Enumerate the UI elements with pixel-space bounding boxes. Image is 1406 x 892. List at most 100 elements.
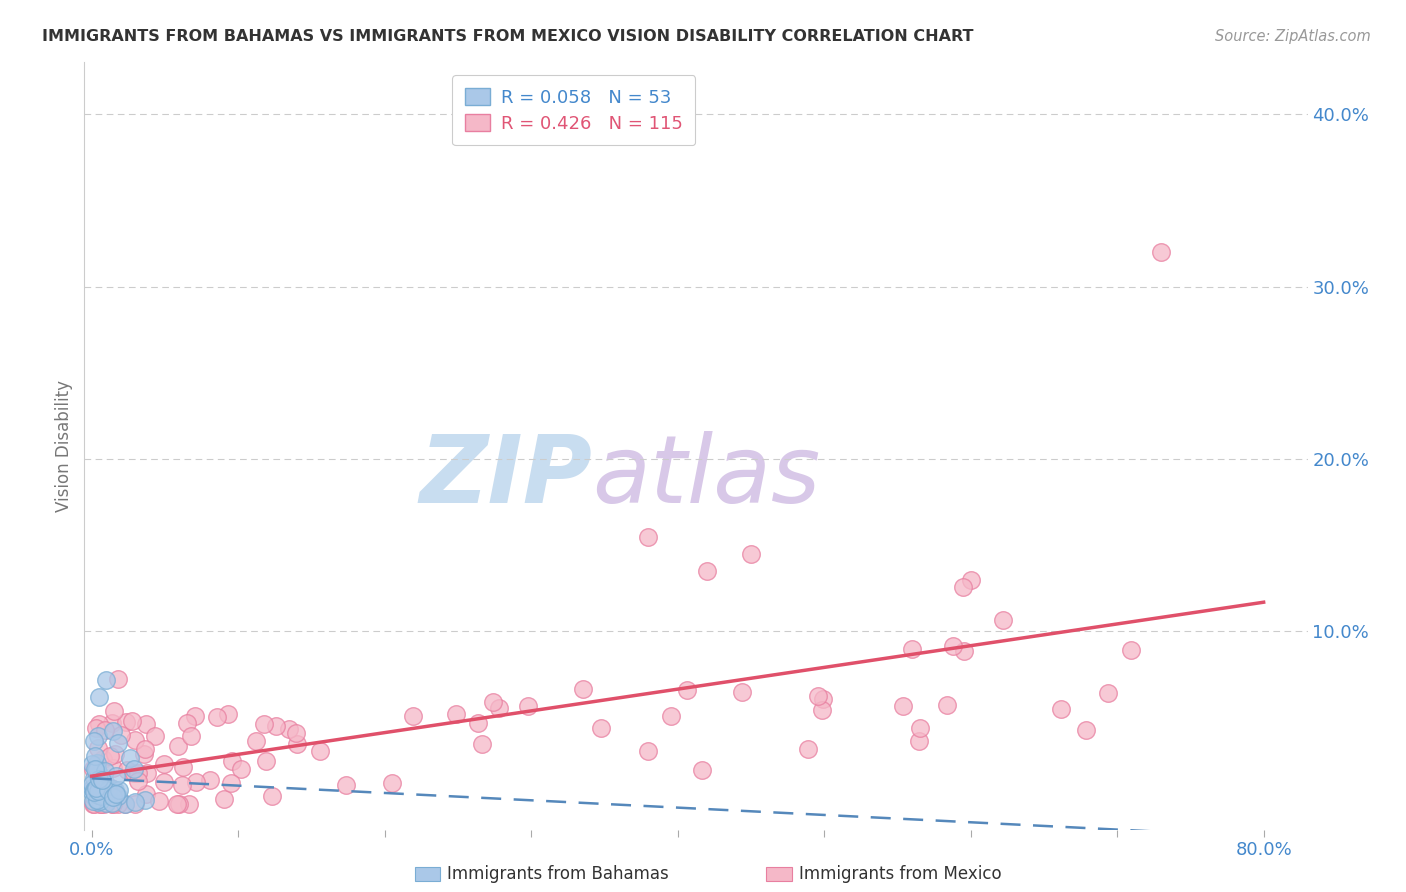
Point: [637, 744, 659, 758]
Point: [152, 757, 174, 772]
Point: [87, 729, 110, 743]
Point: [101, 715, 124, 730]
Point: [101, 782, 124, 797]
Point: [86, 793, 108, 807]
Point: [101, 797, 124, 811]
Point: [83, 733, 105, 747]
Point: [93, 764, 115, 778]
Point: [86, 784, 108, 798]
Point: [901, 641, 924, 656]
Point: [104, 769, 127, 783]
Point: [84, 780, 107, 795]
Point: [90, 789, 112, 803]
Point: [1049, 702, 1071, 716]
Point: [82, 756, 104, 771]
Point: [114, 797, 136, 811]
Point: [936, 698, 959, 713]
Point: [117, 764, 139, 778]
Point: [87, 690, 110, 704]
Point: [212, 792, 235, 806]
Point: [176, 716, 198, 731]
Point: [86, 762, 108, 776]
Point: [467, 716, 489, 731]
Point: [94, 780, 117, 795]
Point: [690, 763, 713, 777]
Point: [87, 788, 110, 802]
Point: [1074, 723, 1097, 738]
Point: [83, 762, 105, 776]
Point: [114, 714, 136, 729]
Point: [143, 730, 166, 744]
Point: [101, 797, 124, 811]
Point: [991, 613, 1014, 627]
Point: [1150, 245, 1173, 260]
Point: [148, 795, 170, 809]
Point: [87, 770, 110, 784]
Point: [101, 761, 124, 775]
Point: [103, 704, 125, 718]
Point: [134, 747, 156, 762]
Point: [101, 796, 124, 810]
Point: [93, 797, 115, 811]
Point: [167, 797, 190, 811]
Point: [87, 767, 110, 781]
Point: [84, 721, 107, 735]
Point: [170, 778, 193, 792]
Point: [254, 754, 277, 768]
Point: [807, 690, 830, 704]
Text: ZIP: ZIP: [419, 431, 592, 523]
Point: [285, 725, 308, 739]
Point: [83, 780, 105, 795]
Point: [207, 710, 229, 724]
Point: [166, 797, 188, 811]
Point: [103, 789, 125, 804]
Point: [309, 744, 332, 758]
Point: [959, 573, 981, 587]
Point: [86, 780, 108, 795]
Point: [84, 789, 107, 803]
Point: [517, 699, 540, 714]
Point: [184, 708, 207, 723]
Point: [172, 760, 194, 774]
Point: [229, 762, 252, 776]
Point: [127, 774, 149, 789]
Y-axis label: Vision Disability: Vision Disability: [55, 380, 73, 512]
Point: [93, 783, 115, 797]
Point: [82, 762, 104, 776]
Text: Source: ZipAtlas.com: Source: ZipAtlas.com: [1215, 29, 1371, 44]
Point: [94, 796, 117, 810]
Point: [100, 781, 122, 796]
Point: [98, 749, 121, 764]
Point: [186, 775, 208, 789]
Point: [83, 771, 105, 785]
Point: [82, 793, 104, 807]
Point: [82, 777, 104, 791]
Point: [135, 787, 157, 801]
Point: [107, 782, 129, 797]
Point: [381, 776, 404, 790]
Point: [124, 733, 146, 747]
Point: [675, 683, 697, 698]
Point: [198, 772, 221, 787]
Point: [120, 751, 142, 765]
Point: [942, 639, 965, 653]
Point: [94, 775, 117, 789]
Point: [89, 794, 111, 808]
Point: [124, 795, 146, 809]
Point: [122, 762, 145, 776]
Point: [572, 681, 595, 696]
Point: [114, 797, 136, 811]
Point: [107, 789, 129, 803]
Point: [110, 728, 132, 742]
Point: [87, 795, 110, 809]
Text: Immigrants from Bahamas: Immigrants from Bahamas: [447, 865, 669, 883]
Point: [86, 785, 108, 799]
Point: [89, 797, 111, 811]
Point: [482, 695, 505, 709]
Point: [91, 785, 114, 799]
Point: [93, 788, 115, 802]
Point: [83, 784, 105, 798]
Point: [696, 564, 718, 578]
Point: [285, 737, 308, 751]
Point: [810, 703, 832, 717]
